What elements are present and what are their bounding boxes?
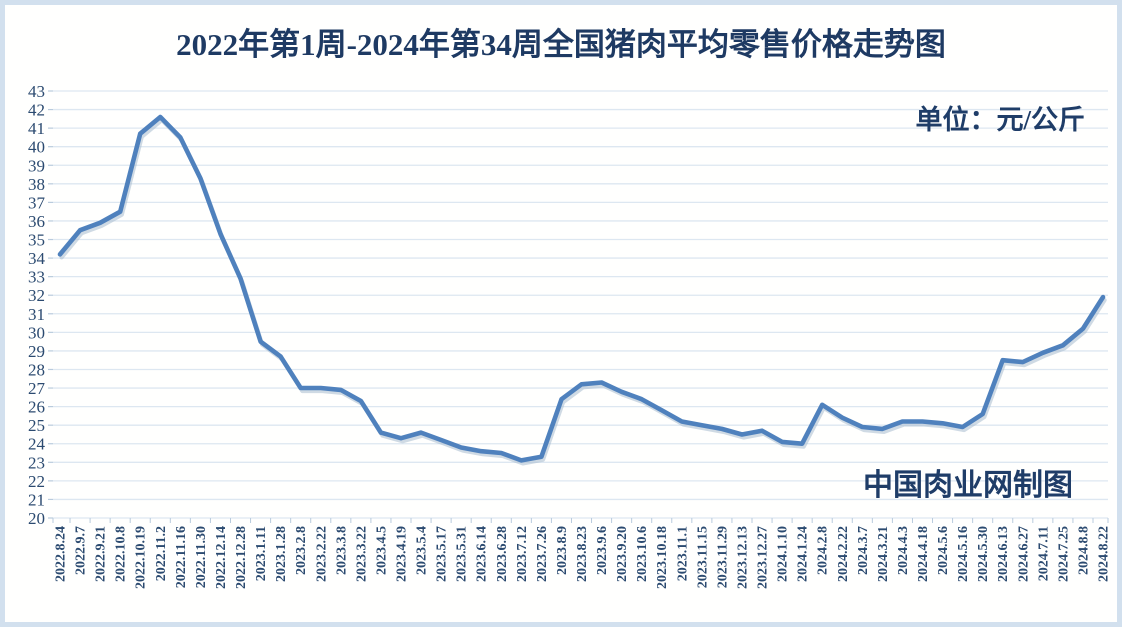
x-tick-label: 2024.2.8 [816,526,831,575]
x-tick-label: 2023.6.14 [475,526,490,582]
x-tick-label: 2022.12.14 [214,526,229,589]
y-tick-label: 33 [28,268,45,287]
y-tick-label: 28 [28,360,45,379]
x-tick-label: 2023.10.6 [635,526,650,582]
x-tick-label: 2024.6.27 [1016,526,1031,582]
x-tick-label: 2023.8.9 [555,526,570,575]
y-tick-label: 37 [28,193,46,212]
x-tick-label: 2024.5.30 [976,526,991,582]
x-tick-label: 2024.4.3 [896,526,911,575]
x-tick-label: 2022.11.2 [154,526,169,581]
x-tick-label: 2023.11.1 [675,526,690,581]
x-tick-label: 2022.9.21 [94,526,109,582]
x-tick-label: 2022.10.19 [134,526,149,589]
x-tick-label: 2023.11.15 [695,526,710,588]
y-tick-label: 27 [28,379,46,398]
watermark-label: 中国肉业网制图 [863,469,1073,502]
x-tick-label: 2023.4.19 [394,526,409,582]
x-tick-label: 2022.12.28 [234,526,249,589]
x-tick-label: 2023.9.20 [615,526,630,582]
x-tick-label: 2023.7.26 [535,526,550,582]
x-tick-label: 2023.1.11 [254,526,269,581]
x-tick-label: 2024.6.13 [996,526,1011,582]
y-tick-label: 32 [28,286,45,305]
chart-title: 2022年第1周-2024年第34周全国猪肉平均零售价格走势图 [176,27,946,62]
y-tick-label: 40 [28,138,45,157]
x-tick-label: 2024.7.25 [1056,526,1071,582]
y-tick-label: 30 [28,323,45,342]
y-tick-label: 24 [28,435,46,454]
x-tick-label: 2023.3.22 [354,526,369,582]
y-tick-label: 39 [28,156,45,175]
x-tick-label: 2023.12.27 [756,526,771,589]
y-tick-label: 35 [28,231,45,250]
y-tick-label: 26 [28,398,45,417]
y-tick-label: 42 [28,101,45,120]
x-tick-label: 2024.7.11 [1036,526,1051,581]
y-tick-label: 31 [28,305,45,324]
x-tick-label: 2023.1.28 [274,526,289,582]
x-tick-label: 2023.6.28 [495,526,510,582]
x-tick-label: 2023.5.4 [415,526,430,575]
x-tick-label: 2023.7.12 [515,526,530,582]
x-tick-label: 2023.10.18 [655,526,670,589]
x-tick-label: 2022.11.30 [194,526,209,588]
y-tick-label: 25 [28,416,45,435]
x-tick-label: 2023.4.5 [374,526,389,575]
y-tick-label: 38 [28,175,45,194]
x-tick-label: 2023.3.8 [334,526,349,575]
y-tick-label: 36 [28,212,45,231]
x-tick-label: 2024.3.7 [856,526,871,575]
x-tick-label: 2023.8.23 [575,526,590,582]
y-tick-label: 43 [28,82,45,101]
price-line-shadow [59,117,1107,466]
x-tick-label: 2023.11.29 [715,526,730,588]
x-tick-label: 2024.1.24 [796,526,811,582]
x-tick-label: 2024.4.18 [916,526,931,582]
x-tick-label: 2024.5.6 [936,526,951,575]
x-tick-label: 2024.3.21 [876,526,891,582]
y-tick-label: 21 [28,490,45,509]
x-tick-label: 2022.11.16 [174,526,189,588]
x-tick-label: 2023.2.8 [294,526,309,575]
x-tick-label: 2024.8.22 [1097,526,1112,582]
y-tick-label: 20 [28,509,45,528]
y-tick-label: 23 [28,453,45,472]
x-tick-label: 2023.5.31 [455,526,470,582]
x-tick-label: 2022.8.24 [54,526,69,582]
y-tick-label: 34 [28,249,46,268]
x-tick-label: 2024.1.10 [776,526,791,582]
plot-area: 2021222324252627282930313233343536373839… [28,82,1112,589]
x-tick-label: 2024.5.16 [956,526,971,582]
x-tick-label: 2023.12.13 [735,526,750,589]
x-tick-label: 2024.2.22 [836,526,851,582]
x-tick-label: 2023.5.17 [435,526,450,582]
x-tick-label: 2024.8.8 [1076,526,1091,575]
y-tick-label: 41 [28,119,45,138]
x-tick-label: 2022.10.8 [114,526,129,582]
y-tick-label: 29 [28,342,45,361]
x-tick-label: 2022.9.7 [74,526,89,575]
x-tick-label: 2023.2.22 [314,526,329,582]
x-tick-label: 2023.9.6 [595,526,610,575]
y-tick-label: 22 [28,472,45,491]
price-line [57,114,1106,463]
unit-label: 单位：元/公斤 [915,105,1085,135]
